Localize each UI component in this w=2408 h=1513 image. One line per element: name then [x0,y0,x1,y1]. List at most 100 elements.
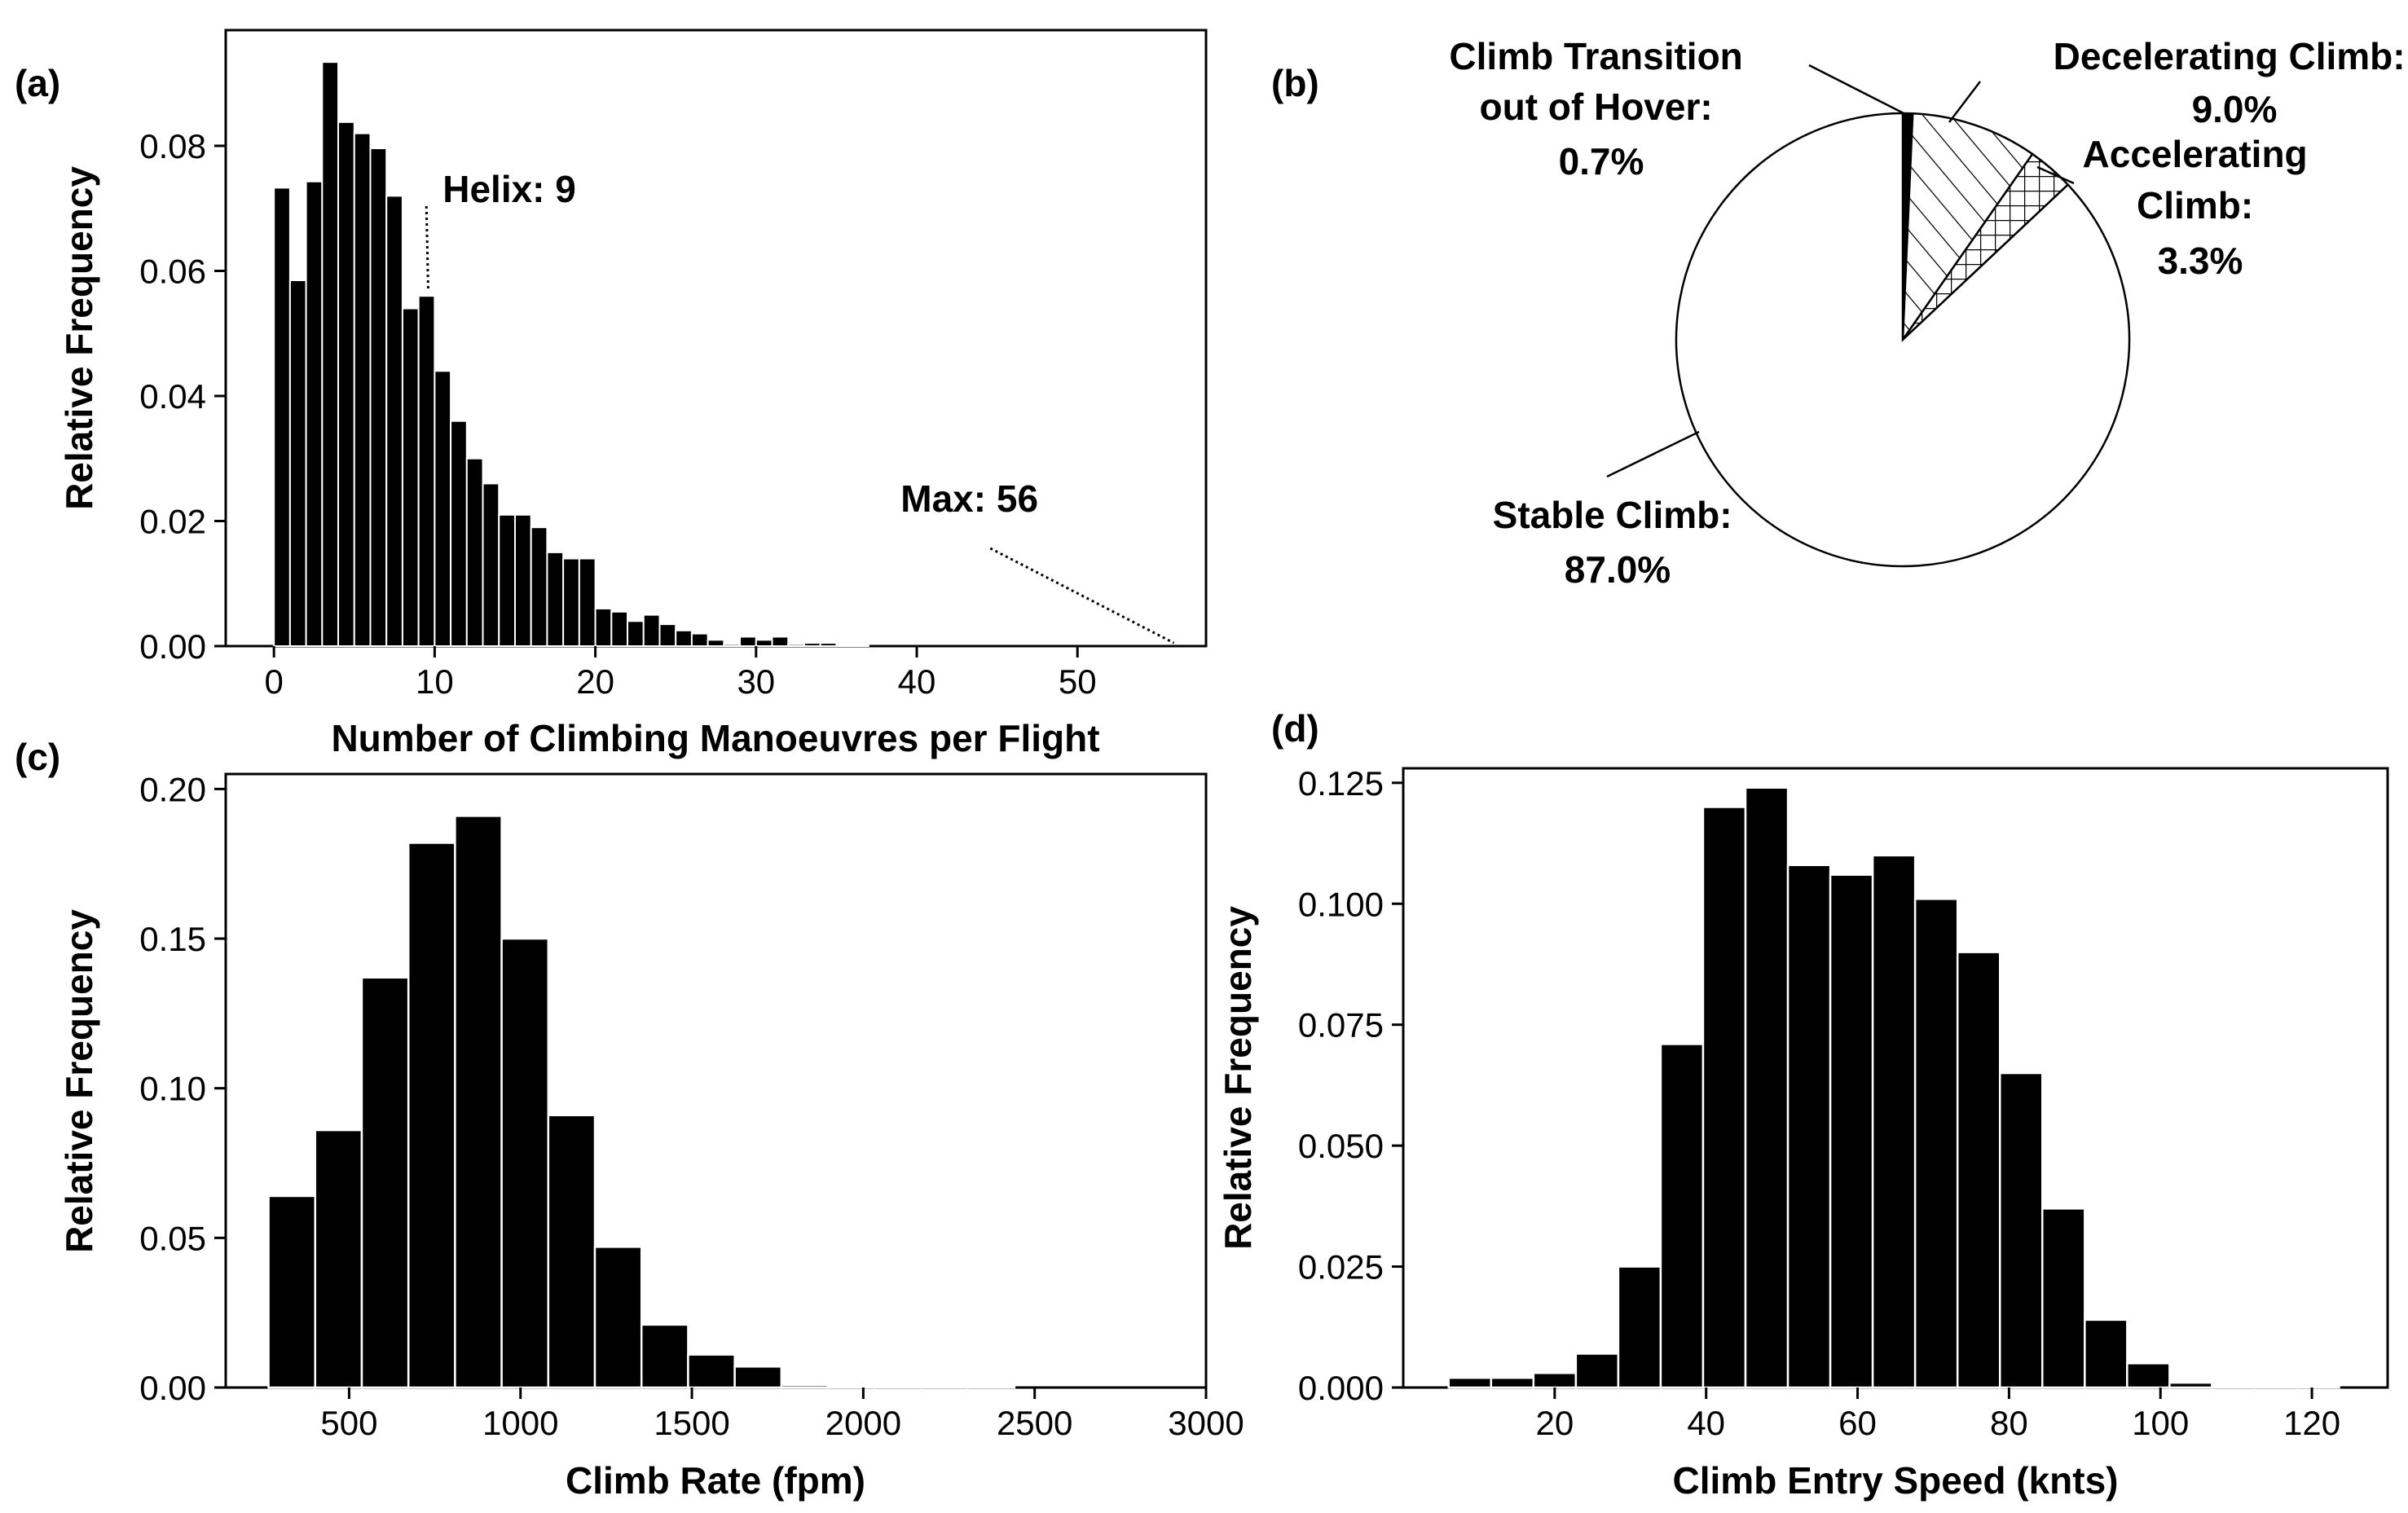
bar-a-21 [610,610,629,648]
pie-label-hover: Climb Transition out of Hover: 0.7% [1449,35,1753,183]
bar-d-14 [2041,1207,2086,1389]
annotation-leader-a-1 [989,547,1175,644]
chart-a: 0 10 20 30 40 50 0.00 0.02 0.04 0.06 0.08 Number … [58,29,1208,759]
y-tick-label-d-2: 0.050 [1298,1127,1384,1165]
chart-c: 500 1000 1500 2000 2500 3000 0.00 0.05 0.10 0.15… [58,770,1244,1502]
bar-c-6 [547,1114,596,1389]
bar-c-0 [267,1194,317,1389]
y-axis-label-a: Relative Frequency [58,166,100,510]
bar-a-0 [273,187,291,647]
bar-a-19 [578,557,596,647]
x-tick-label-a-5: 50 [1059,662,1097,701]
y-tick-label-d-0: 0.000 [1298,1369,1384,1407]
bar-a-18 [562,557,580,647]
bar-a-8 [401,307,420,647]
bar-c-12 [826,1385,876,1389]
x-tick-label-d-3: 80 [1990,1404,2028,1442]
bar-d-13 [1998,1071,2044,1389]
leader-hover [1808,64,1906,116]
bar-d-11 [1913,898,1959,1389]
leader-decel [1948,81,1981,123]
bar-c-1 [314,1128,363,1389]
x-tick-label-d-2: 60 [1838,1404,1877,1442]
bar-a-5 [353,132,372,647]
x-tick-label-d-0: 20 [1535,1404,1574,1442]
pie-slice-1 [1901,112,2034,344]
bar-c-7 [593,1246,643,1389]
x-tick-label-c-5: 3000 [1168,1404,1244,1442]
bar-a-25 [675,629,693,648]
bar-a-32 [787,643,805,647]
bar-a-7 [385,195,403,647]
bar-a-1 [288,279,307,647]
panel-label-a: (a) [15,62,60,104]
y-tick-label-c-4: 0.20 [139,770,206,808]
annotations-a: Helix: 9 Max: 56 [425,168,1175,644]
x-tick-label-d-4: 100 [2132,1404,2189,1442]
y-tick-label-d-1: 0.025 [1298,1248,1384,1286]
y-tick-label-c-0: 0.00 [139,1369,206,1407]
x-tick-label-a-3: 30 [737,662,775,701]
bar-d-17 [2168,1381,2213,1389]
x-tick-label-c-4: 2500 [997,1404,1072,1442]
bar-d-4 [1617,1265,1662,1389]
bar-a-3 [321,61,340,648]
leader-stable [1606,430,1700,478]
y-tick-label-c-1: 0.05 [139,1219,206,1257]
bar-a-20 [594,607,613,647]
pie-label-accel: Accelerating Climb: 3.3% [2083,133,2318,282]
bar-a-35 [835,644,854,647]
bar-a-16 [530,526,548,648]
bar-a-23 [642,614,661,648]
bar-d-18 [2211,1384,2256,1389]
annotation-a-1: Max: 56 [900,477,1038,520]
chart-b: Climb Transition out of Hover: 0.7% Dece… [1449,35,2408,591]
pie-label-decel: Decelerating Climb: 9.0% [2054,35,2408,130]
bar-a-17 [546,551,565,648]
bar-a-2 [305,180,324,647]
bar-c-4 [454,815,503,1389]
y-tick-label-d-3: 0.075 [1298,1006,1384,1045]
bar-a-10 [434,370,452,647]
y-tick-label-a-0: 0.00 [139,627,206,666]
bar-d-19 [2253,1385,2298,1389]
bar-d-12 [1956,951,2001,1389]
bar-a-27 [707,639,725,648]
bar-a-15 [513,513,532,647]
bar-a-34 [819,642,838,647]
bar-a-13 [482,482,500,648]
x-ticks-c: 500 1000 1500 2000 2500 3000 [320,1388,1244,1442]
y-axis-label-d: Relative Frequency [1217,906,1259,1250]
x-axis-label-d: Climb Entry Speed (knts) [1673,1459,2119,1502]
x-tick-label-a-2: 20 [576,662,614,701]
bar-a-9 [417,295,436,647]
bar-d-6 [1701,806,1747,1389]
x-tick-label-c-2: 1500 [654,1404,729,1442]
bar-c-9 [687,1353,736,1389]
bar-d-16 [2126,1362,2171,1389]
bars-a [273,61,869,648]
x-tick-label-d-5: 120 [2283,1404,2340,1442]
bar-d-10 [1871,854,1917,1389]
x-tick-label-d-1: 40 [1687,1404,1725,1442]
bar-a-28 [723,643,742,647]
bar-d-15 [2084,1318,2128,1389]
bar-a-31 [771,636,790,647]
x-tick-label-a-1: 10 [416,662,454,701]
y-tick-label-d-4: 0.100 [1298,885,1384,923]
bar-a-24 [658,623,677,648]
y-axis-label-c: Relative Frequency [58,909,100,1253]
y-tick-label-a-2: 0.04 [139,377,206,416]
bar-a-22 [627,620,645,648]
chart-d: 20 40 60 80 100 120 0.000 0.025 0.050 0.075 0.100… [1217,764,2389,1502]
bar-a-26 [690,632,709,647]
annotation-a-0: Helix: 9 [442,168,576,210]
bar-c-13 [874,1386,922,1389]
panel-label-c: (c) [15,736,60,778]
panel-label-d: (d) [1271,707,1319,750]
bar-c-5 [500,937,550,1389]
bars-c [267,815,1016,1389]
bar-c-2 [360,976,410,1389]
pie-slice-3 [1675,112,2131,568]
